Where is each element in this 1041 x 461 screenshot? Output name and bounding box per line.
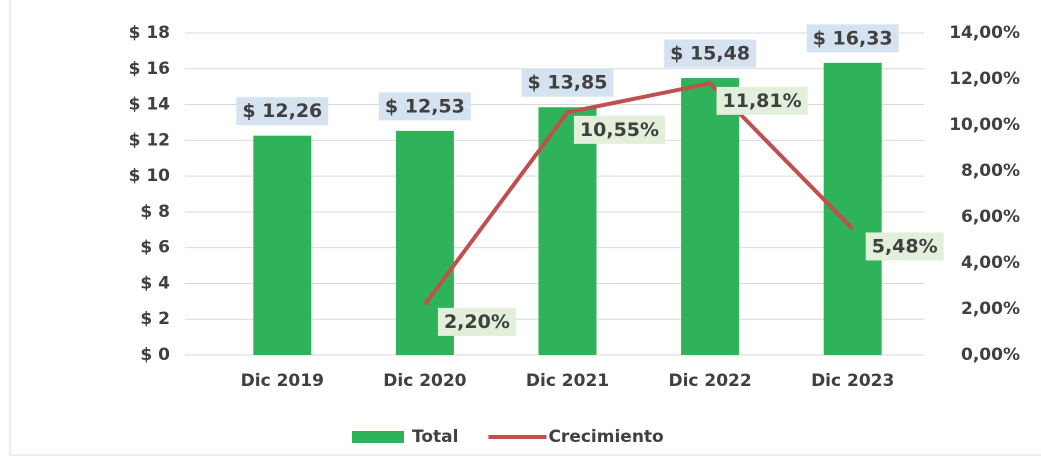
data-label-box [573,115,666,144]
data-label: 10,55% [580,119,659,141]
data-label-group: $ 15,48 [664,39,757,68]
data-label: $ 12,26 [242,100,322,122]
y2-tick-label: 4,00% [961,253,1020,273]
data-label-box [236,97,329,126]
y2-tick-label: 2,00% [961,299,1020,319]
x-tick-label: Dic 2019 [241,371,324,391]
data-label-box [865,232,944,261]
data-label-group: 11,81% [716,86,808,115]
legend-label: Crecimiento [548,427,663,447]
y2-tick-label: 8,00% [961,161,1020,181]
bar [681,78,740,355]
y2-tick-label: 14,00% [949,23,1020,43]
data-label-box [378,92,471,121]
y2-tick-label: 12,00% [949,69,1020,89]
y-tick-label: $ 10 [129,166,171,186]
legend-swatch [352,431,404,443]
y2-tick-label: 0,00% [961,345,1020,365]
x-tick-label: Dic 2022 [668,371,751,391]
data-label: $ 16,33 [813,27,893,49]
data-label-box [664,39,757,68]
legend-label: Total [412,427,458,447]
data-label-group: $ 16,33 [806,24,899,53]
y-tick-label: $ 12 [129,130,170,150]
data-label: 11,81% [723,90,802,112]
data-label-group: $ 13,85 [521,68,614,97]
data-label-box [806,24,899,53]
y-tick-label: $ 2 [140,309,170,329]
data-label-box [521,68,614,97]
y-tick-label: $ 18 [129,23,170,43]
y-tick-label: $ 0 [140,345,170,365]
x-tick-label: Dic 2020 [383,371,466,391]
data-label: $ 15,48 [670,43,750,65]
y-tick-label: $ 16 [129,59,170,79]
bar [538,107,597,355]
data-label: 2,20% [444,311,510,333]
y-tick-label: $ 8 [140,202,170,222]
data-label-group: $ 12,26 [236,97,329,126]
data-label: 5,48% [872,235,938,257]
x-tick-label: Dic 2023 [811,371,894,391]
data-label-group: 2,20% [437,307,516,336]
y-tick-label: $ 4 [140,273,170,293]
y-tick-label: $ 14 [129,95,171,115]
data-label: $ 12,53 [385,95,465,117]
y-tick-label: $ 6 [140,238,170,258]
line [423,81,855,306]
data-label-group: 10,55% [573,115,666,144]
data-label: $ 13,85 [528,72,608,94]
data-label-box [437,307,516,336]
data-label-group: $ 12,53 [378,92,471,121]
x-tick-label: Dic 2021 [526,371,609,391]
bar [253,135,312,355]
data-label-box [716,86,808,115]
y2-tick-label: 10,00% [949,115,1020,135]
data-label-group: 5,48% [865,232,944,261]
y2-tick-label: 6,00% [961,207,1020,227]
